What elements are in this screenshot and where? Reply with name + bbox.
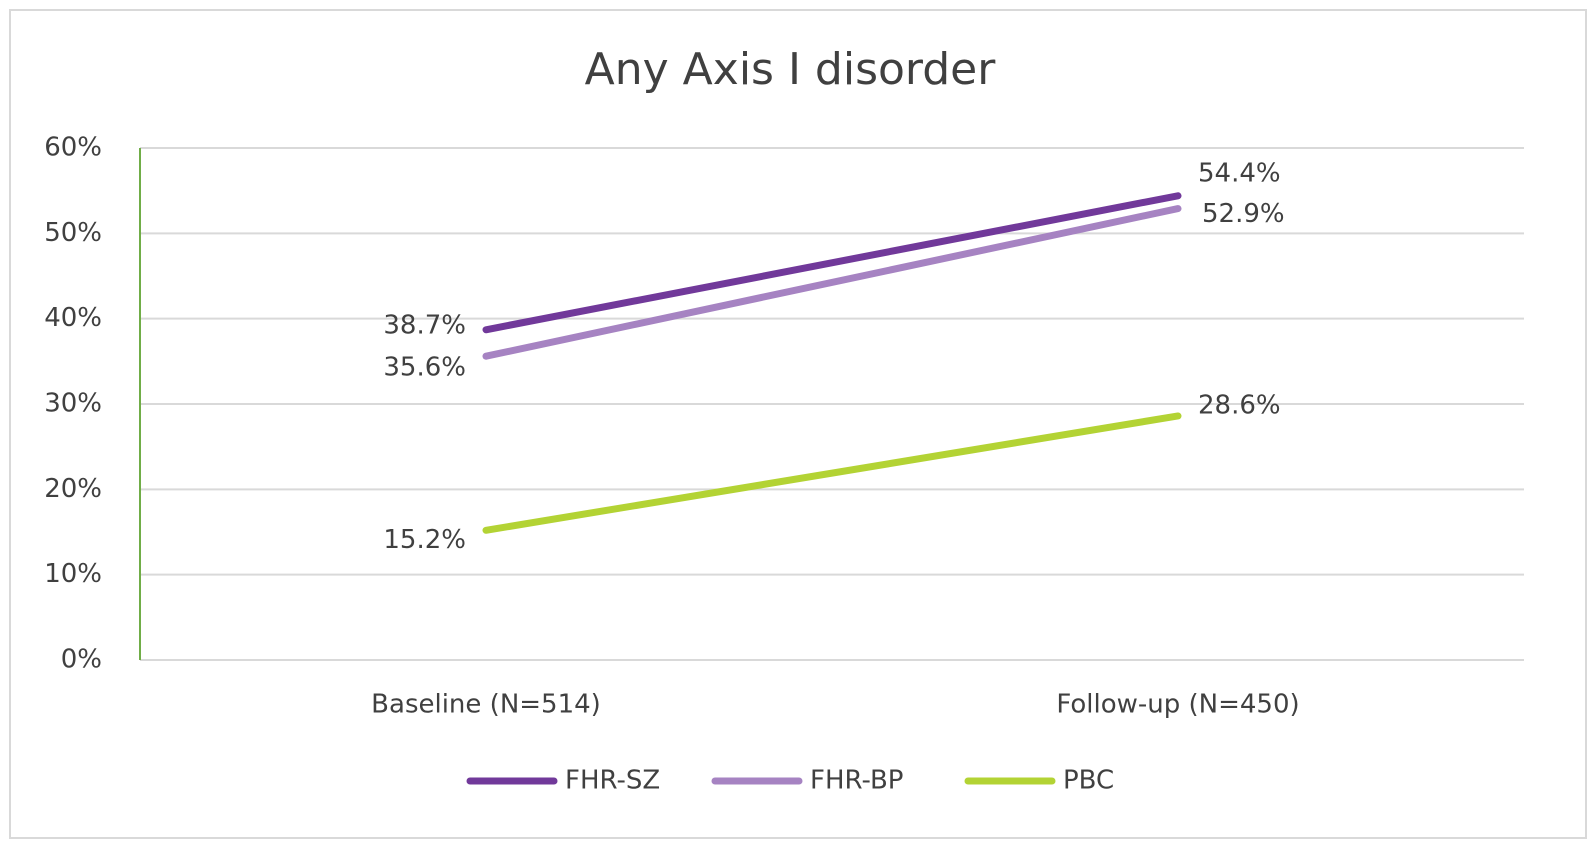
legend-label: FHR-SZ — [565, 766, 660, 796]
x-tick-label: Baseline (N=514) — [371, 690, 601, 720]
data-line — [482, 192, 1182, 334]
y-tick-label: 40% — [44, 303, 102, 333]
data-label: 52.9% — [1202, 199, 1285, 229]
chart-title: Any Axis I disorder — [585, 44, 997, 95]
data-label: 38.7% — [383, 310, 466, 340]
legend-label: FHR-BP — [810, 766, 904, 796]
chart-border — [9, 9, 1587, 839]
y-tick-label: 50% — [44, 218, 102, 248]
y-tick-label: 20% — [44, 474, 102, 504]
data-line — [482, 205, 1182, 360]
data-label: 15.2% — [383, 525, 466, 555]
y-tick-label: 60% — [44, 133, 102, 163]
legend-label: PBC — [1063, 766, 1114, 796]
data-line — [482, 412, 1182, 534]
y-tick-label: 10% — [44, 559, 102, 589]
data-label: 35.6% — [383, 353, 466, 383]
data-label: 54.4% — [1198, 158, 1281, 188]
y-tick-label: 30% — [44, 389, 102, 419]
data-label: 28.6% — [1198, 390, 1281, 420]
y-tick-label: 0% — [61, 645, 102, 675]
x-tick-label: Follow-up (N=450) — [1056, 690, 1299, 720]
